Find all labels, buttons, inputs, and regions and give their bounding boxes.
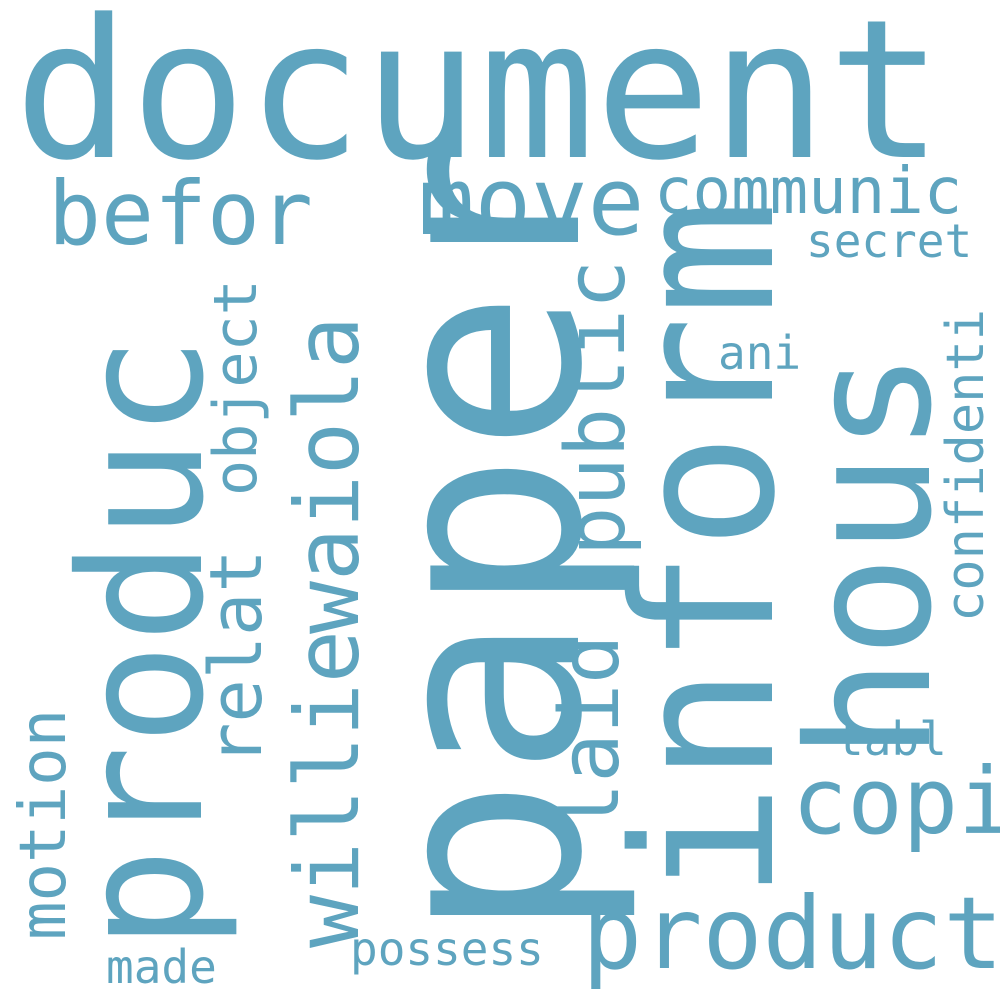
word-confidenti: confidenti bbox=[936, 308, 996, 622]
word-product: product bbox=[582, 875, 1000, 992]
word-made: made bbox=[106, 940, 217, 994]
word-move: move bbox=[418, 148, 645, 257]
word-public: public bbox=[549, 259, 644, 556]
word-document: document bbox=[14, 0, 944, 203]
word-secret: secret bbox=[806, 214, 973, 268]
word-waiola: waiola bbox=[276, 316, 379, 634]
word-relat: relat bbox=[194, 549, 278, 766]
word-tabl: tabl bbox=[836, 712, 947, 766]
word-willie: willie bbox=[276, 630, 379, 948]
word-motion: motion bbox=[7, 708, 81, 940]
word-possess: possess bbox=[350, 922, 544, 976]
word-copi: copi bbox=[792, 748, 1000, 855]
word-ani: ani bbox=[718, 326, 802, 380]
word-befor: befor bbox=[48, 162, 313, 265]
word-communic: communic bbox=[654, 155, 963, 229]
word-laid: laid bbox=[543, 634, 638, 832]
word-hous: hous bbox=[772, 350, 970, 760]
word-object: object bbox=[201, 279, 271, 496]
